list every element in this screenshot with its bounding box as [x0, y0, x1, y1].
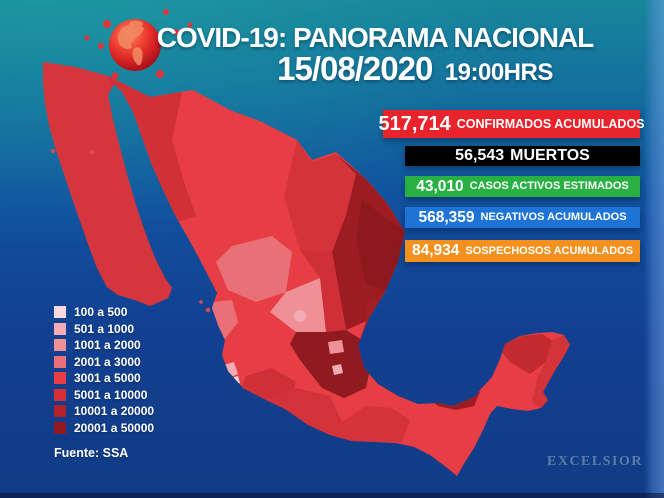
right-edge-highlight: [644, 0, 664, 498]
source-credit: Fuente: SSA: [54, 446, 129, 460]
stat-label: CASOS ACTIVOS ESTIMADOS: [469, 180, 629, 192]
legend-item: 10001 a 20000: [54, 404, 155, 418]
legend-range: 100 a 500: [74, 305, 128, 319]
legend-swatch: [54, 421, 66, 434]
globe-icon: [84, 9, 193, 80]
stat-label: NEGATIVOS ACUMULADOS: [480, 211, 627, 223]
stat-banner-muertos: 56,543 MUERTOS: [405, 146, 640, 166]
legend-item: 3001 a 5000: [54, 371, 154, 385]
legend-swatch: [54, 388, 66, 401]
legend-item: 20001 a 50000: [54, 420, 155, 435]
legend-swatch: [54, 322, 66, 335]
page-title: COVID-19: PANORAMA NACIONAL: [156, 22, 595, 53]
legend-range: 5001 a 10000: [74, 387, 148, 402]
legend-range: 3001 a 5000: [74, 371, 141, 385]
stat-banner-confirmados: 517,714 CONFIRMADOS ACUMULADOS: [378, 110, 645, 138]
legend-swatch: [54, 372, 66, 384]
stat-banner-sospechosos: 84,934 SOSPECHOSOS ACUMULADOS: [405, 240, 640, 262]
legend-range: 1001 a 2000: [74, 338, 141, 352]
legend-range: 10001 a 20000: [74, 404, 155, 418]
stat-value: 568,359: [418, 208, 475, 226]
legend-range: 2001 a 3000: [74, 354, 141, 369]
excelsior-logo: EXCELSIOR: [547, 454, 643, 469]
legend-swatch: [54, 355, 66, 368]
stat-value: 84,934: [411, 242, 460, 260]
legend-swatch: [54, 405, 66, 417]
legend-item: 2001 a 3000: [54, 354, 154, 369]
stat-banner-negativos: 568,359 NEGATIVOS ACUMULADOS: [405, 207, 640, 228]
stat-value: 56,543: [455, 147, 505, 164]
map-islands: [51, 149, 211, 313]
legend-item: 501 a 1000: [54, 321, 154, 336]
page-date-line: 15/08/2020 19:00HRS: [195, 50, 635, 88]
legend-range: 501 a 1000: [74, 321, 135, 336]
legend-range: 20001 a 50000: [74, 420, 155, 435]
stat-value: 43,010: [416, 177, 464, 195]
stat-banner-activos: 43,010 CASOS ACTIVOS ESTIMADOS: [405, 176, 640, 197]
stat-label: CONFIRMADOS ACUMULADOS: [456, 116, 645, 131]
bottom-edge-strip: [0, 493, 664, 498]
time-text: 19:00HRS: [444, 59, 554, 86]
map-legend: 100 a 500 501 a 1000 1001 a 2000 2001 a …: [54, 305, 155, 438]
legend-swatch: [54, 339, 66, 351]
stat-label: SOSPECHOSOS ACUMULADOS: [465, 244, 634, 257]
stat-value: 517,714: [378, 113, 451, 135]
legend-item: 1001 a 2000: [54, 338, 154, 352]
legend-swatch: [54, 306, 66, 318]
globe-continents: [117, 20, 144, 66]
virus-dot-icon: [84, 9, 193, 80]
legend-item: 5001 a 10000: [54, 387, 154, 402]
date-text: 15/08/2020: [277, 50, 433, 87]
legend-item: 100 a 500: [54, 305, 154, 319]
stat-label: MUERTOS: [510, 147, 590, 164]
globe-virus-icon: [78, 0, 202, 88]
